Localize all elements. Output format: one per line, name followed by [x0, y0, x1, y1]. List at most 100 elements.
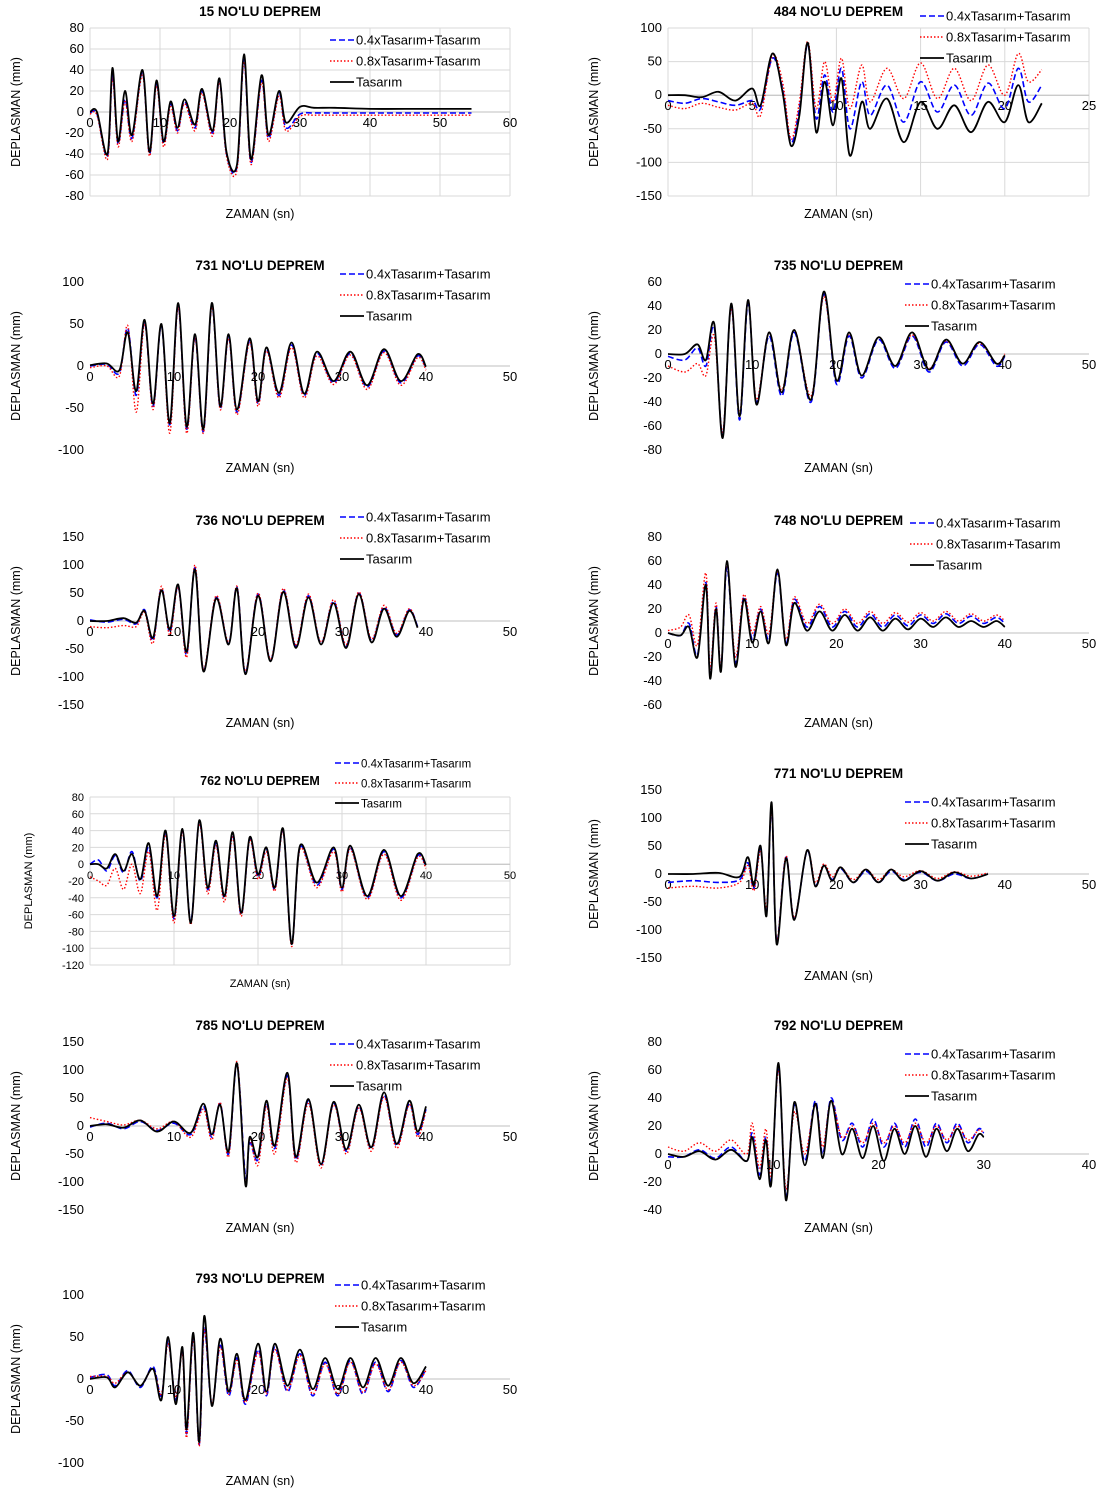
chart-title: 736 NO'LU DEPREM: [195, 513, 324, 528]
y-tick-label: -20: [65, 125, 84, 140]
y-axis-label: DEPLASMAN (mm): [587, 566, 601, 676]
y-tick-label: 100: [62, 274, 84, 289]
legend: 0.4xTasarım+Tasarım 0.8xTasarım+Tasarım Ta…: [330, 33, 481, 90]
y-tick-label: -20: [643, 649, 662, 664]
chart-title: 762 NO'LU DEPREM: [200, 774, 320, 788]
legend-label-3: Tasarım: [931, 837, 977, 852]
x-axis-label: ZAMAN (sn): [226, 716, 295, 730]
y-tick-label: -50: [643, 894, 662, 909]
y-axis-label: DEPLASMAN (mm): [9, 1071, 23, 1181]
chart-title: 484 NO'LU DEPREM: [774, 4, 903, 19]
y-tick-label: -40: [643, 1202, 662, 1217]
legend: 0.4xTasarım+Tasarım 0.8xTasarım+Tasarım Ta…: [340, 267, 491, 324]
x-tick-label: 0: [664, 636, 671, 651]
y-tick-label: 60: [72, 809, 84, 821]
y-tick-label: 20: [648, 1118, 662, 1133]
series-line-3: [89, 819, 427, 945]
y-tick-label: -120: [62, 960, 84, 972]
legend-label-1: 0.4xTasarım+Tasarım: [931, 795, 1056, 810]
y-tick-label: -60: [65, 167, 84, 182]
y-tick-label: -80: [65, 188, 84, 203]
x-tick-label: 50: [504, 870, 516, 882]
legend-label-1: 0.4xTasarım+Tasarım: [356, 33, 481, 48]
y-axis-label: DEPLASMAN (mm): [9, 566, 23, 676]
y-axis-label: DEPLASMAN (mm): [587, 57, 601, 167]
y-tick-label: 150: [640, 782, 662, 797]
x-tick-label: 30: [913, 636, 927, 651]
y-tick-label: -60: [68, 910, 84, 922]
series-line-3: [667, 801, 989, 946]
y-tick-label: -40: [65, 146, 84, 161]
y-tick-label: 0: [78, 859, 84, 871]
legend-label-1: 0.4xTasarım+Tasarım: [931, 1047, 1056, 1062]
chart-panel: 762 NO'LU DEPREM -120 -100 -80 -60 -40 -20 0 20 4…: [0, 755, 560, 991]
y-tick-label: 0: [77, 1371, 84, 1386]
x-tick-label: 0: [87, 870, 93, 882]
series-line-2: [667, 1069, 985, 1190]
y-tick-label: 0: [655, 346, 662, 361]
x-tick-label: 40: [1082, 1157, 1096, 1172]
series-line-2: [667, 40, 1043, 140]
legend-label-2: 0.8xTasarım+Tasarım: [361, 779, 471, 791]
series-line-3: [667, 41, 1043, 157]
y-tick-label: 80: [72, 792, 84, 804]
x-tick-label: 20: [223, 115, 237, 130]
x-axis-label: ZAMAN (sn): [226, 461, 295, 475]
chart-panel: 15 NO'LU DEPREM -80 -60 -40 -20 0 20 40 60 80 0 10 2…: [0, 0, 560, 225]
chart-title: 15 NO'LU DEPREM: [199, 4, 321, 19]
y-tick-label: -20: [68, 876, 84, 888]
legend-label-2: 0.8xTasarım+Tasarım: [366, 288, 491, 303]
chart-panel: 793 NO'LU DEPREM -100 -50 0 50 100 0 10 20 30 40 50…: [0, 1265, 560, 1488]
y-tick-label: -20: [643, 1174, 662, 1189]
series-line-2: [89, 1329, 427, 1447]
chart-title: 793 NO'LU DEPREM: [195, 1271, 324, 1286]
x-tick-label: 50: [503, 624, 517, 639]
y-tick-label: 40: [648, 577, 662, 592]
legend-label-2: 0.8xTasarım+Tasarım: [356, 54, 481, 69]
legend: 0.4xTasarım+Tasarım 0.8xTasarım+Tasarım Ta…: [920, 9, 1071, 66]
chart-title: 748 NO'LU DEPREM: [774, 513, 903, 528]
y-tick-label: 60: [648, 274, 662, 289]
legend: 0.4xTasarım+Tasarım 0.8xTasarım+Tasarım Ta…: [340, 510, 491, 567]
legend-label-1: 0.4xTasarım+Tasarım: [361, 759, 471, 771]
y-tick-label: 0: [655, 1146, 662, 1161]
y-tick-label: 0: [77, 613, 84, 628]
y-tick-label: -80: [68, 926, 84, 938]
x-axis-label: ZAMAN (sn): [804, 461, 873, 475]
legend: 0.4xTasarım+Tasarım 0.8xTasarım+Tasarım Ta…: [905, 1047, 1056, 1104]
y-tick-label: 40: [70, 62, 84, 77]
x-tick-label: 5: [749, 98, 756, 113]
x-tick-label: 20: [829, 636, 843, 651]
legend-label-3: Tasarım: [931, 319, 977, 334]
legend-label-3: Tasarım: [361, 799, 402, 811]
legend-label-2: 0.8xTasarım+Tasarım: [931, 298, 1056, 313]
y-axis-label: DEPLASMAN (mm): [23, 833, 35, 930]
y-tick-label: -50: [65, 641, 84, 656]
y-tick-label: 0: [655, 866, 662, 881]
x-tick-label: 0: [664, 357, 671, 372]
y-tick-label: -150: [58, 1202, 84, 1217]
y-tick-label: 100: [62, 1062, 84, 1077]
y-tick-label: -50: [65, 1146, 84, 1161]
y-tick-label: 40: [648, 1090, 662, 1105]
chart-title: 785 NO'LU DEPREM: [195, 1018, 324, 1033]
series-line-3: [89, 53, 472, 173]
y-tick-label: -40: [643, 673, 662, 688]
legend: 0.4xTasarım+Tasarım 0.8xTasarım+Tasarım Ta…: [330, 1037, 481, 1094]
x-tick-label: 40: [419, 1129, 433, 1144]
y-tick-label: 60: [648, 1062, 662, 1077]
y-axis-label: DEPLASMAN (mm): [587, 819, 601, 929]
y-tick-label: -50: [65, 400, 84, 415]
y-tick-label: -50: [65, 1413, 84, 1428]
x-axis-label: ZAMAN (sn): [230, 978, 291, 990]
y-tick-label: -150: [636, 188, 662, 203]
chart-title: 792 NO'LU DEPREM: [774, 1018, 903, 1033]
series-line-2: [89, 60, 472, 178]
y-axis-label: DEPLASMAN (mm): [9, 311, 23, 421]
y-tick-label: 60: [70, 41, 84, 56]
legend-label-1: 0.4xTasarım+Tasarım: [946, 9, 1071, 24]
